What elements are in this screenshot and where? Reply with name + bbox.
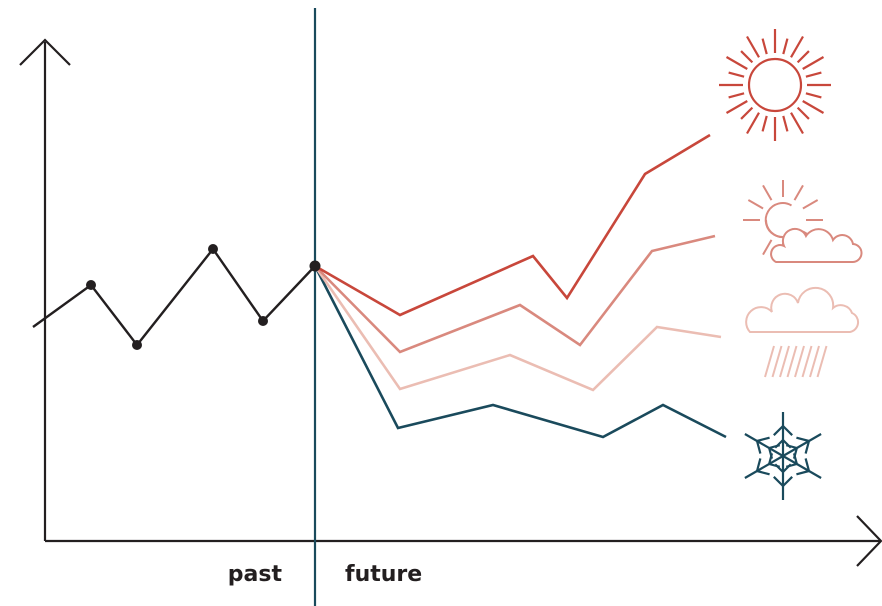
sun-ray bbox=[746, 35, 760, 58]
sun-ray bbox=[802, 100, 825, 114]
sun-ray bbox=[805, 92, 822, 99]
sun-ray bbox=[790, 35, 804, 58]
sun-ray bbox=[725, 56, 748, 70]
sun-ray bbox=[762, 184, 773, 201]
snowflake-branch bbox=[782, 476, 793, 487]
snowflake-branch bbox=[768, 444, 781, 450]
forecast-line-sunny bbox=[314, 133, 711, 317]
sun-ray bbox=[728, 92, 745, 99]
sun-ray bbox=[796, 106, 810, 120]
snowflake-branch bbox=[755, 458, 762, 472]
sun-ray bbox=[802, 56, 825, 70]
sun-ray bbox=[761, 115, 768, 132]
forecast-line-snowy bbox=[313, 265, 727, 439]
snowflake-arm bbox=[782, 433, 822, 457]
snowflake-branch bbox=[768, 462, 781, 468]
sun-icon bbox=[719, 29, 831, 141]
sun-ray bbox=[793, 184, 804, 201]
snowflake-branch bbox=[768, 447, 774, 459]
snowflake-arm bbox=[744, 433, 784, 457]
history-point bbox=[132, 340, 142, 350]
snowflake-branch bbox=[804, 458, 811, 472]
sun-ray bbox=[747, 199, 764, 210]
snowflake-branch bbox=[792, 453, 798, 465]
snowflake-branch bbox=[782, 425, 793, 436]
forecast-line-partly-cloudy bbox=[314, 234, 716, 354]
history-point bbox=[258, 316, 268, 326]
sun-ray bbox=[725, 100, 748, 114]
sun-ray bbox=[740, 106, 754, 120]
present-point bbox=[309, 260, 321, 272]
rain-streak bbox=[801, 345, 813, 378]
sun-ray bbox=[762, 239, 773, 256]
snowflake-branch bbox=[782, 463, 792, 473]
rain-streak bbox=[816, 345, 828, 378]
sun-ray bbox=[728, 71, 745, 78]
snowflake-branch bbox=[785, 444, 798, 450]
sun-ray bbox=[782, 115, 789, 132]
history-points bbox=[86, 244, 321, 350]
snowflake-branch bbox=[755, 440, 762, 454]
snowflake-branch bbox=[804, 440, 811, 454]
sun-behind-cloud-icon bbox=[743, 180, 863, 264]
rain-streak bbox=[771, 345, 783, 378]
x-axis-arrowhead bbox=[856, 515, 882, 567]
snowflake-arm bbox=[744, 455, 784, 479]
sun-ray bbox=[796, 50, 810, 64]
sun-ray bbox=[802, 199, 819, 210]
future-label: future bbox=[345, 562, 423, 587]
history-point bbox=[86, 280, 96, 290]
snowflake-branch bbox=[773, 425, 784, 436]
snowflake-arm bbox=[782, 455, 822, 479]
snowflake-branch bbox=[756, 469, 770, 476]
rain-streak bbox=[764, 345, 775, 378]
snowflake-branch bbox=[796, 469, 810, 476]
rain-streak bbox=[779, 345, 790, 378]
y-axis-arrowhead bbox=[19, 38, 71, 66]
snowflake-branch bbox=[756, 436, 770, 443]
history-series bbox=[32, 244, 321, 350]
rain-cloud-icon bbox=[745, 286, 860, 378]
past-label: past bbox=[227, 562, 282, 587]
history-line bbox=[32, 246, 316, 347]
rain-streak bbox=[809, 345, 820, 378]
history-point bbox=[208, 244, 218, 254]
snowflake-branch bbox=[773, 476, 784, 487]
sun-ray bbox=[746, 112, 760, 135]
snowflake-branch bbox=[796, 436, 810, 443]
rain-streak bbox=[786, 345, 798, 378]
sun-ray bbox=[790, 112, 804, 135]
forecast-line-rainy bbox=[313, 265, 722, 392]
sun-ray bbox=[740, 50, 754, 64]
forecast-lines bbox=[313, 133, 727, 439]
sun-ray bbox=[805, 71, 822, 78]
snowflake-icon bbox=[744, 412, 822, 500]
sun-ray bbox=[782, 38, 789, 55]
rain-streak bbox=[794, 345, 805, 378]
axes bbox=[19, 38, 882, 567]
sun-ray bbox=[761, 38, 768, 55]
